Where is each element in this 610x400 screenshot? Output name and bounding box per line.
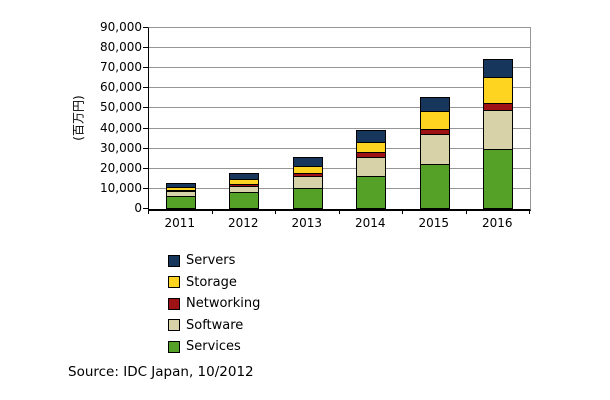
stacked-bar-2012: [229, 172, 260, 209]
y-tick-mark: [143, 208, 148, 209]
y-tick-mark: [143, 107, 148, 109]
bar-segment-services-2012: [229, 191, 260, 209]
x-tick-mark: [338, 210, 340, 214]
y-tick-mark: [143, 27, 148, 28]
source-note: Source: IDC Japan, 10/2012: [68, 364, 254, 380]
y-tick-mark: [143, 167, 148, 169]
legend-swatch-software: [168, 319, 180, 332]
bar-segment-services-2015: [419, 163, 450, 209]
gridline: [149, 107, 530, 109]
gridline: [149, 127, 530, 129]
x-tick-mark: [275, 210, 276, 214]
y-tick-label: 20,000: [100, 160, 142, 175]
legend-swatch-networking: [168, 297, 180, 310]
gridline: [149, 47, 530, 49]
bar-segment-software-2014: [356, 156, 387, 177]
legend-swatch-services: [168, 340, 180, 353]
legend-label: Storage: [186, 274, 237, 290]
legend-item-storage: Storage: [168, 272, 260, 294]
legend-swatch-servers: [168, 254, 180, 267]
bar-segment-storage-2016: [483, 77, 514, 105]
bar-segment-servers-2015: [419, 97, 450, 112]
x-category-label: 2012: [227, 216, 259, 230]
legend: Servers Storage Networking Software Services: [168, 250, 260, 358]
x-category-label: 2011: [164, 216, 196, 230]
stacked-bar-2015: [419, 97, 450, 209]
bar-segment-software-2016: [483, 109, 514, 151]
x-category-label: 2016: [481, 216, 513, 230]
x-tick-mark: [465, 210, 467, 214]
y-tick-label: 60,000: [100, 80, 142, 95]
bar-segment-storage-2015: [419, 110, 450, 131]
bar-segment-services-2013: [292, 188, 323, 209]
legend-label: Services: [186, 339, 241, 355]
y-tick-label: 80,000: [100, 40, 142, 55]
legend-label: Servers: [186, 253, 236, 269]
y-tick-mark: [143, 87, 148, 89]
y-tick-mark: [143, 47, 148, 49]
y-tick-mark: [143, 127, 148, 129]
y-tick-label: 30,000: [100, 140, 142, 155]
stacked-bar-2016: [483, 59, 514, 209]
y-tick-mark: [143, 187, 148, 189]
legend-item-software: Software: [168, 315, 260, 337]
stacked-bar-2013: [292, 156, 323, 209]
gridline: [149, 147, 530, 149]
bar-segment-services-2014: [356, 175, 387, 209]
y-tick-mark: [143, 67, 148, 69]
x-tick-mark: [529, 210, 530, 214]
legend-swatch-storage: [168, 276, 180, 289]
x-category-label: 2014: [354, 216, 386, 230]
gridline: [149, 87, 530, 89]
legend-label: Software: [186, 317, 244, 333]
y-tick-label: 40,000: [100, 120, 142, 135]
y-tick-label: 90,000: [100, 20, 142, 34]
y-tick-label: 0: [134, 201, 142, 215]
x-tick-mark: [211, 210, 213, 214]
x-category-label: 2015: [418, 216, 450, 230]
legend-item-services: Services: [168, 336, 260, 358]
bar-segment-services-2011: [165, 195, 196, 209]
y-tick-mark: [143, 147, 148, 149]
y-tick-label: 70,000: [100, 60, 142, 75]
x-tick-mark: [402, 210, 403, 214]
bar-segment-software-2015: [419, 133, 450, 165]
plot-area: [148, 27, 531, 211]
gridline: [149, 167, 530, 169]
legend-item-networking: Networking: [168, 293, 260, 315]
gridline: [149, 187, 530, 189]
stacked-bar-2011: [165, 182, 196, 209]
legend-label: Networking: [186, 296, 261, 312]
bar-segment-servers-2016: [483, 59, 514, 79]
legend-item-servers: Servers: [168, 250, 260, 272]
stacked-bar-2014: [356, 129, 387, 209]
gridline: [149, 67, 530, 69]
y-tick-label: 50,000: [100, 100, 142, 115]
x-tick-mark: [148, 210, 149, 214]
x-category-label: 2013: [291, 216, 323, 230]
bar-segment-services-2016: [483, 149, 514, 209]
y-tick-label: 10,000: [100, 180, 142, 195]
